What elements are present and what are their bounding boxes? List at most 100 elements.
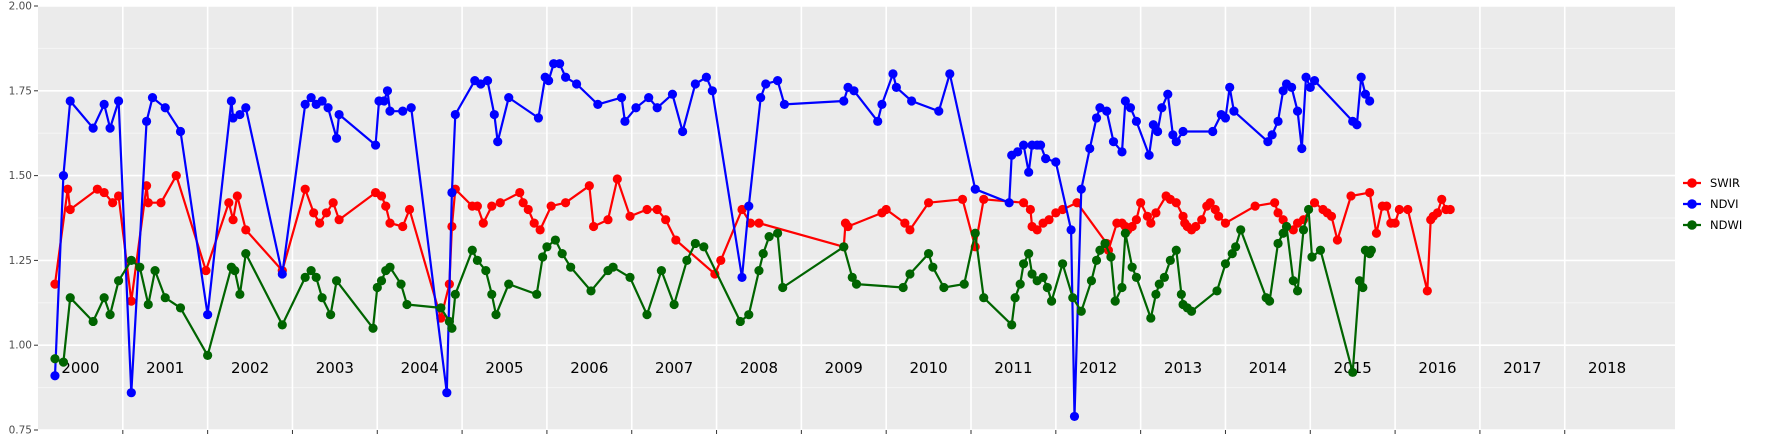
year-label: 2013	[1164, 359, 1202, 377]
data-point	[326, 310, 336, 320]
data-point	[1110, 296, 1120, 306]
data-point	[888, 69, 898, 79]
data-point	[224, 198, 234, 208]
data-point	[306, 92, 316, 103]
data-point	[891, 82, 901, 93]
data-point	[1171, 198, 1181, 208]
data-point	[1371, 228, 1382, 238]
data-point	[1051, 157, 1061, 167]
data-point	[744, 201, 754, 211]
data-point	[495, 198, 505, 208]
data-point	[147, 92, 158, 103]
data-point	[756, 92, 766, 103]
data-point	[300, 99, 310, 109]
data-point	[334, 215, 344, 225]
data-point	[979, 293, 989, 303]
data-point	[376, 191, 387, 201]
legend-swatch-marker	[1687, 199, 1697, 209]
data-point	[235, 109, 245, 120]
data-point	[1168, 130, 1178, 140]
data-point	[1278, 86, 1288, 96]
data-point	[317, 293, 327, 303]
data-point	[226, 96, 236, 106]
data-point	[898, 282, 908, 293]
data-point	[175, 303, 186, 313]
data-point	[1305, 82, 1315, 93]
data-point	[1015, 279, 1025, 289]
data-point	[631, 103, 641, 113]
data-point	[644, 92, 654, 103]
data-point	[1205, 198, 1215, 208]
data-point	[669, 299, 679, 310]
data-point	[1153, 126, 1163, 137]
data-point	[1214, 211, 1224, 221]
data-point	[472, 255, 482, 265]
data-point	[1354, 276, 1365, 286]
data-point	[1278, 228, 1288, 238]
data-point	[150, 265, 160, 276]
data-point	[1292, 106, 1303, 116]
data-point	[1032, 225, 1042, 235]
y-tick-label: 1.00	[9, 340, 32, 352]
year-label: 2012	[1079, 359, 1117, 377]
data-point	[450, 109, 460, 120]
data-point	[99, 293, 109, 303]
data-point	[851, 279, 862, 289]
data-point	[538, 252, 548, 262]
data-point	[175, 126, 186, 137]
data-point	[1131, 116, 1142, 126]
data-point	[1171, 245, 1181, 255]
data-point	[50, 371, 60, 381]
data-point	[1273, 116, 1283, 126]
data-point	[881, 204, 891, 215]
data-point	[979, 194, 989, 204]
data-point	[934, 106, 944, 116]
data-point	[404, 204, 415, 215]
data-point	[773, 76, 783, 86]
data-point	[1091, 255, 1102, 265]
year-label: 2008	[740, 359, 778, 377]
data-point	[1403, 204, 1413, 215]
data-point	[1298, 225, 1309, 235]
data-point	[491, 310, 501, 320]
data-point	[1125, 103, 1136, 113]
data-point	[907, 96, 917, 106]
data-point	[1038, 272, 1048, 282]
data-point	[1273, 238, 1283, 249]
data-point	[642, 310, 652, 320]
data-point	[65, 204, 75, 215]
data-point	[382, 86, 393, 96]
data-point	[656, 265, 667, 276]
data-point	[542, 242, 552, 252]
data-point	[1106, 252, 1116, 262]
data-point	[761, 79, 771, 89]
data-point	[957, 194, 968, 204]
data-point	[652, 204, 662, 215]
data-point	[1326, 211, 1337, 221]
data-point	[839, 242, 849, 252]
data-point	[1176, 289, 1186, 299]
data-point	[959, 279, 969, 289]
data-point	[699, 242, 709, 252]
data-point	[141, 116, 152, 126]
data-point	[939, 282, 949, 293]
data-point	[436, 303, 446, 313]
data-point	[970, 228, 980, 238]
data-point	[385, 218, 395, 228]
data-point	[625, 272, 635, 282]
data-point	[1394, 204, 1404, 215]
data-point	[1027, 269, 1037, 279]
data-point	[99, 187, 109, 198]
data-point	[1131, 272, 1142, 282]
data-point	[1365, 187, 1375, 198]
data-point	[900, 218, 910, 228]
data-point	[518, 198, 528, 208]
data-point	[385, 106, 395, 116]
data-point	[1212, 286, 1222, 296]
data-point	[523, 204, 533, 215]
data-point	[1437, 194, 1447, 204]
data-point	[535, 225, 545, 235]
year-label: 2010	[910, 359, 948, 377]
data-point	[63, 184, 73, 194]
data-point	[1307, 252, 1317, 262]
